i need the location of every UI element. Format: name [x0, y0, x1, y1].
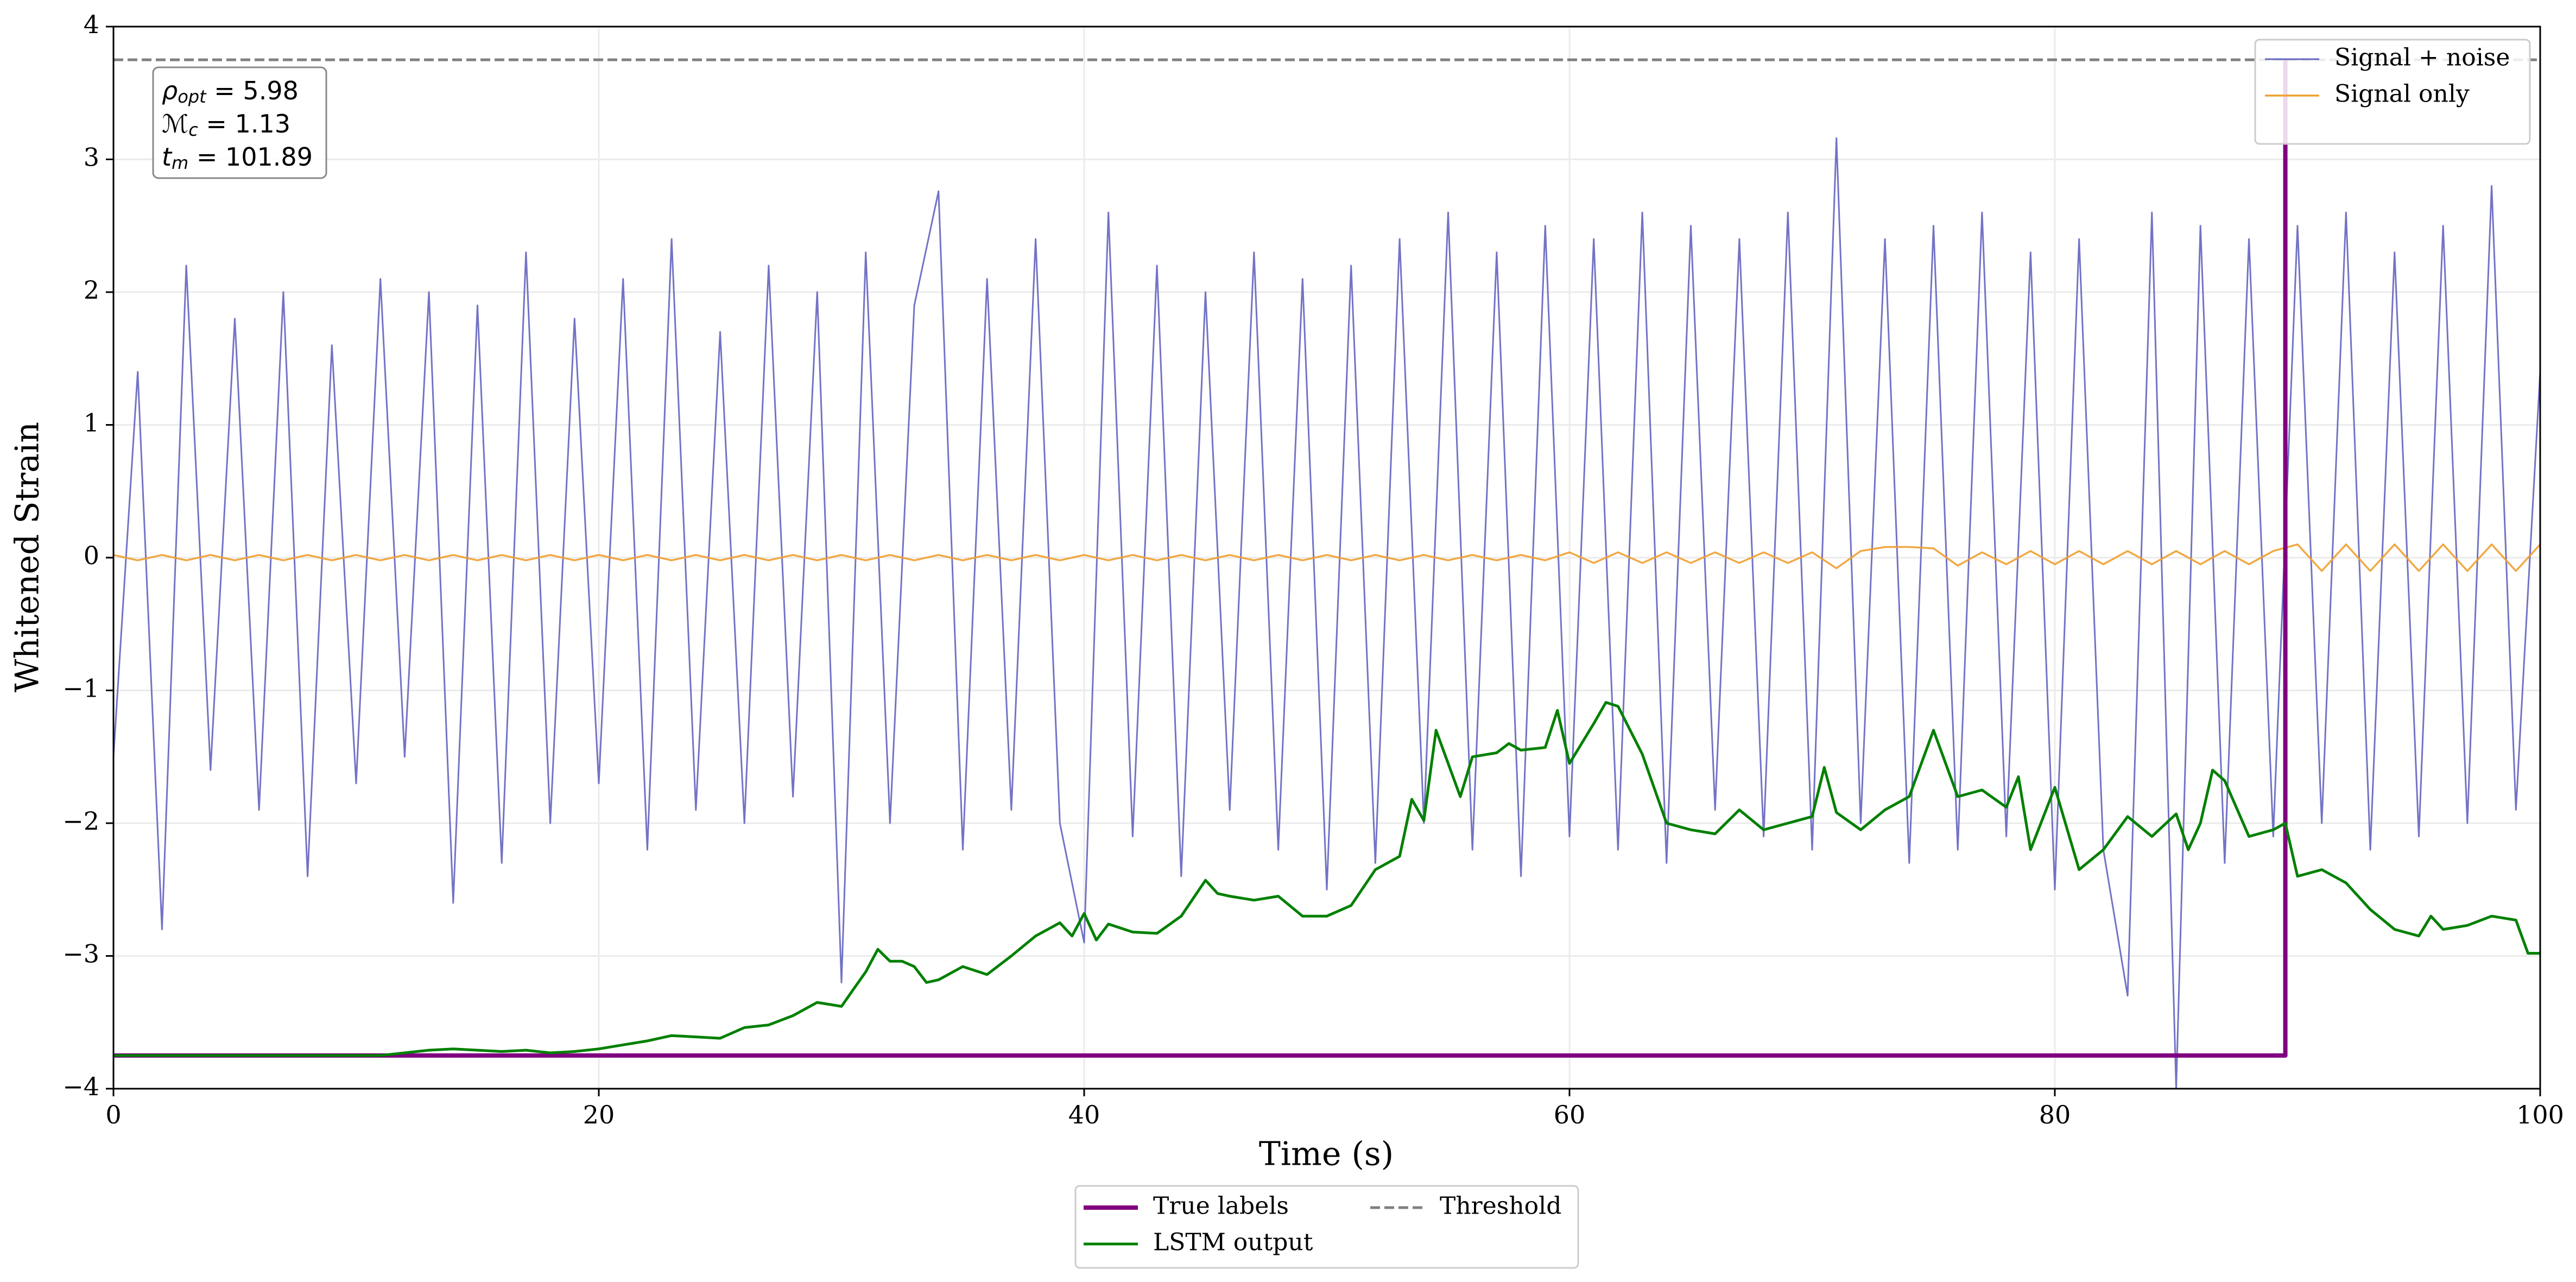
x-tick-label: 60: [1554, 1100, 1586, 1129]
annotation-text: ℳc = 1.13: [162, 109, 290, 141]
legend-label: Signal + noise: [2334, 44, 2510, 72]
y-tick-label: 0: [84, 541, 99, 570]
annotation-box: [152, 66, 327, 179]
series-line: [113, 701, 2540, 1057]
annotation-sub: c: [188, 119, 198, 140]
y-axis-label: Whitened Strain: [9, 422, 47, 692]
annotation-value: = 101.89: [188, 142, 313, 172]
series-line: [113, 60, 2288, 1058]
annotation-value: = 5.98: [206, 76, 299, 105]
legend-box: [1074, 1185, 1579, 1269]
annotation-text: ρopt = 5.98: [162, 76, 299, 108]
annotation-symbol: t: [162, 142, 173, 172]
y-tick-label: 3: [84, 143, 99, 172]
x-tick-label: 0: [105, 1100, 121, 1129]
annotation-value: = 1.13: [198, 109, 290, 138]
series-line: [113, 543, 2540, 572]
legend-box: [2254, 39, 2531, 145]
series-line: [113, 137, 2540, 1089]
x-tick-label: 100: [2516, 1100, 2564, 1129]
x-axis-label: Time (s): [1259, 1135, 1394, 1173]
y-tick-label: −1: [62, 674, 99, 703]
annotation-sub: m: [172, 153, 188, 173]
y-tick-label: −4: [62, 1072, 99, 1101]
x-tick-label: 40: [1068, 1100, 1100, 1129]
legend-label: LSTM output: [1153, 1229, 1313, 1256]
annotation-sub: opt: [178, 86, 207, 107]
annotation-symbol: ℳ: [162, 109, 188, 138]
y-tick-label: 2: [84, 275, 99, 305]
plot-frame: [112, 26, 2541, 1090]
x-tick-label: 20: [583, 1100, 615, 1129]
y-tick-label: −2: [62, 806, 99, 836]
x-tick-label: 80: [2039, 1100, 2071, 1129]
legend-label: True labels: [1153, 1192, 1289, 1220]
y-tick-label: −3: [62, 939, 99, 969]
annotation-symbol: ρ: [162, 76, 178, 105]
annotation-text: tm = 101.89: [162, 142, 313, 174]
y-tick-label: 4: [84, 10, 99, 39]
legend-label: Signal only: [2334, 80, 2470, 108]
y-tick-label: 1: [84, 408, 99, 438]
legend-label: Threshold: [1440, 1192, 1561, 1220]
